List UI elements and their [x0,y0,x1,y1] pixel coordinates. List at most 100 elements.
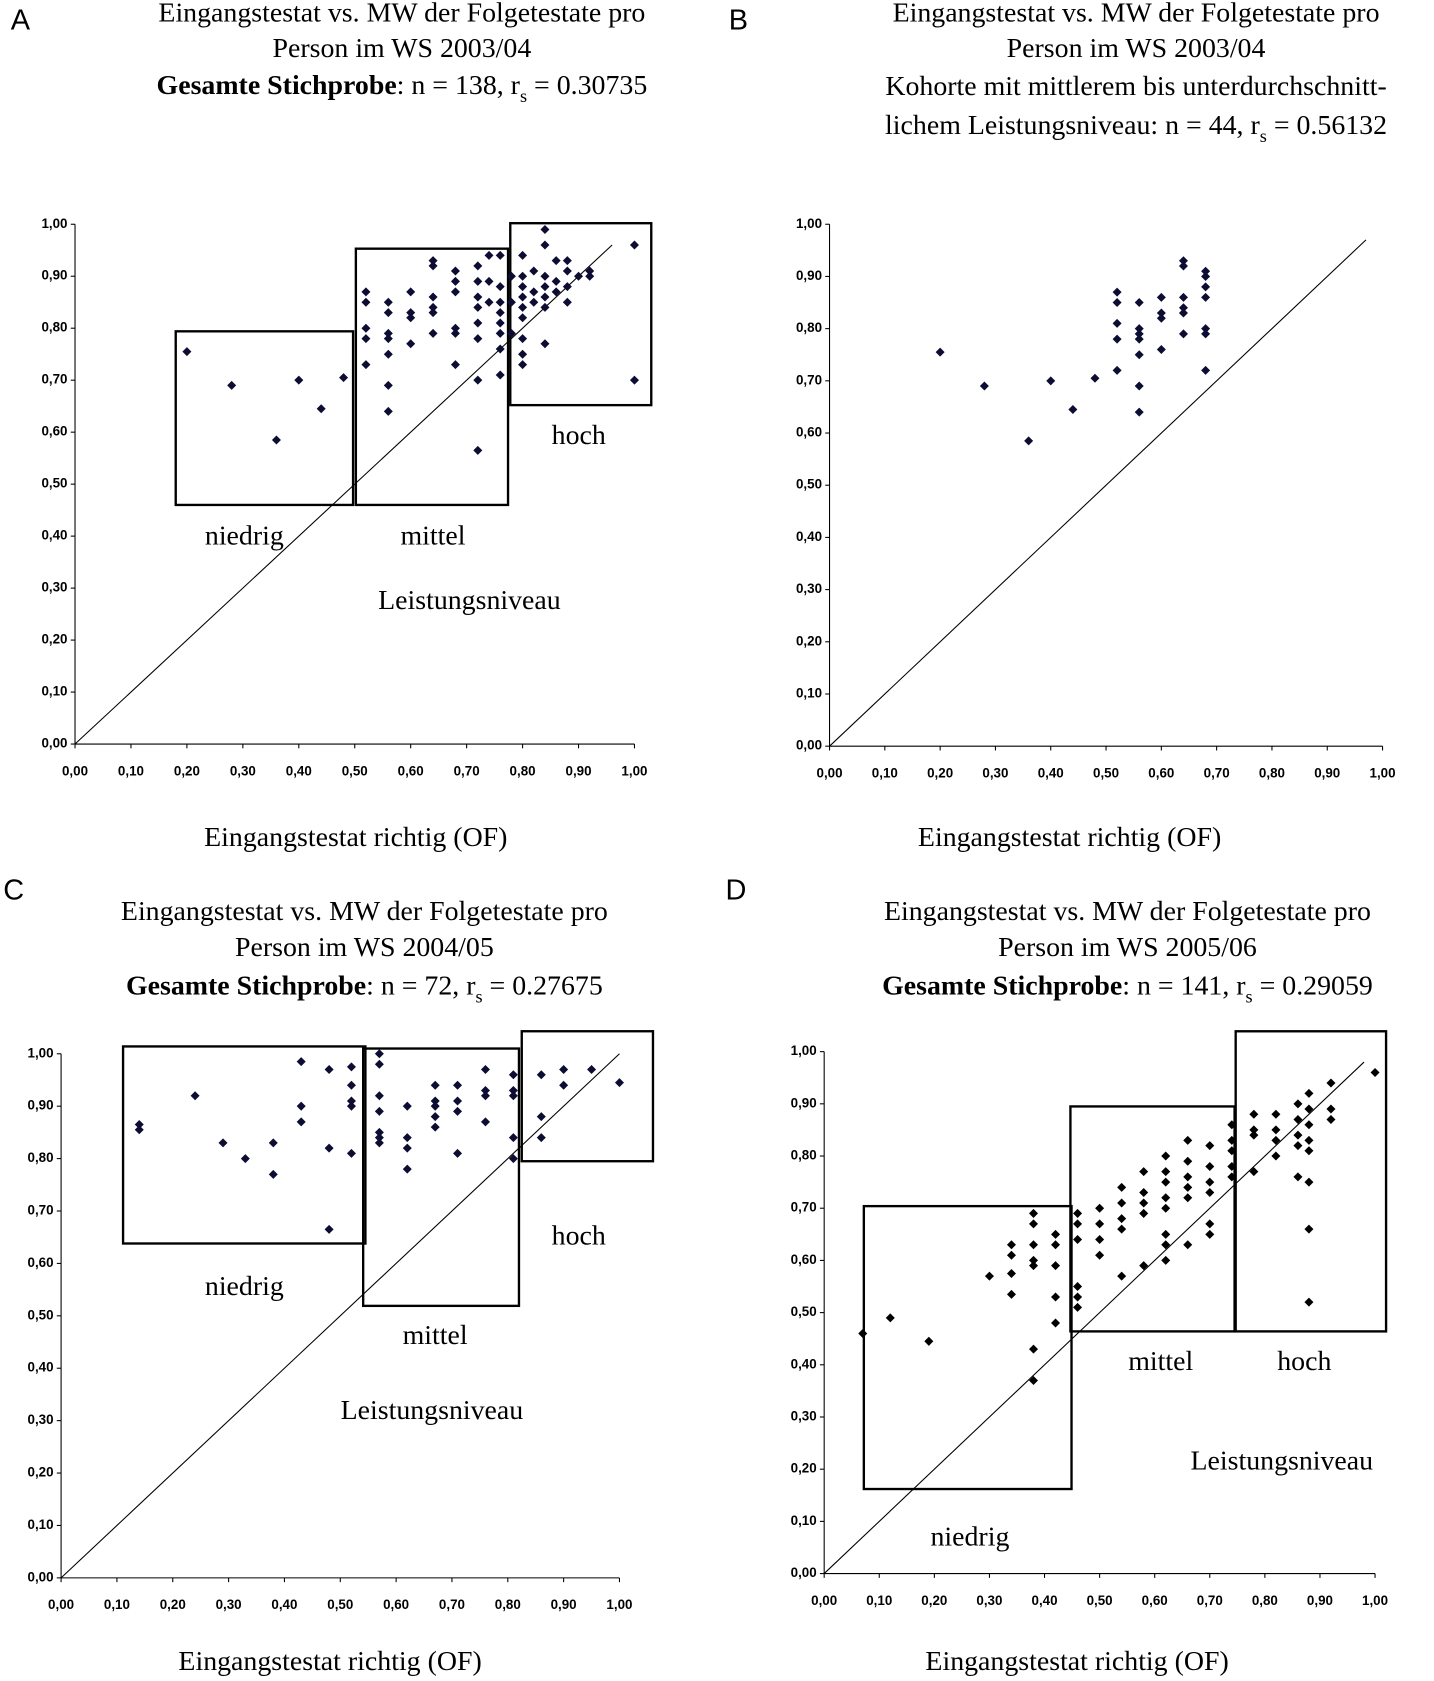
x-tick-label: 0,10 [866,1593,892,1608]
data-point [402,1143,412,1153]
data-point [495,370,505,380]
data-point [540,224,550,234]
data-point [190,1091,200,1101]
y-tick-label: 0,80 [28,1150,54,1165]
data-point [1006,1250,1016,1260]
data-point [1178,329,1188,339]
data-point [1134,334,1144,344]
y-tick-label: 1,00 [28,1045,54,1060]
y-tick-label: 1,00 [41,216,67,231]
data-point [1205,1177,1215,1187]
data-point [1304,1224,1314,1234]
data-point [240,1154,250,1164]
data-point [1249,1130,1259,1140]
data-point [406,313,416,323]
region-box [121,1045,367,1245]
data-point [1112,334,1122,344]
chart-subtitle: Gesamte Stichprobe: n = 138, rs = 0.3073… [157,71,648,107]
data-point [1117,1214,1127,1224]
data-point [473,445,483,455]
panel-letter: B [729,4,748,36]
data-point [484,276,494,286]
y-tick-label: 0,00 [41,736,67,751]
data-point [1249,1109,1259,1119]
data-point [1205,1219,1215,1229]
data-point [383,308,393,318]
data-point [406,339,416,349]
data-point [1112,318,1122,328]
data-point [1161,1151,1171,1161]
subtitle-part: s [520,86,527,106]
reference-line [60,1053,620,1579]
data-point [316,404,326,414]
data-point [506,328,516,338]
data-point [1139,1261,1149,1271]
data-point [296,1101,306,1111]
data-point [1051,1292,1061,1302]
data-point [559,1064,569,1075]
data-point [480,1117,490,1127]
data-point [1227,1172,1237,1182]
data-point [361,360,371,370]
data-point [518,302,528,312]
data-point [480,1064,490,1075]
data-point [473,292,483,302]
x-tick-label: 0,60 [383,1597,409,1612]
data-point [1326,1114,1336,1124]
data-point [402,1133,412,1143]
data-point [1161,1255,1171,1265]
data-point [473,334,483,344]
data-point [374,1127,384,1137]
data-point [428,302,438,312]
subtitle-part: = 0.29059 [1253,971,1373,1002]
data-point [1073,1235,1083,1245]
data-point [480,1091,490,1101]
data-point [536,1112,546,1122]
data-point [480,1085,490,1095]
x-tick-label: 0,10 [872,766,898,781]
data-point [402,1101,412,1111]
chart-subtitle: lichem Leistungsniveau: n = 44, rs = 0.5… [885,110,1387,146]
annotation: Leistungsniveau [341,1395,524,1426]
data-point [1090,373,1100,383]
data-point [1304,1104,1314,1114]
chart-title: Eingangstestat vs. MW der Folgetestate p… [158,0,645,29]
chart-title: Person im WS 2004/05 [235,932,494,963]
region-box [361,1047,521,1308]
data-point [453,1080,463,1090]
data-point [1161,1177,1171,1187]
data-point [1117,1198,1127,1208]
data-point [984,1271,994,1281]
data-point [1134,381,1144,391]
data-point [1227,1161,1237,1171]
data-point [1006,1268,1016,1278]
reference-line [829,239,1367,747]
data-point [1156,313,1166,323]
data-point [218,1138,228,1148]
data-point [361,297,371,307]
data-point [518,271,528,281]
data-point [1178,256,1188,266]
data-point [271,435,281,445]
data-point [1134,407,1144,417]
y-tick-label: 0,40 [791,1356,817,1371]
chart-title: Person im WS 2005/06 [998,932,1257,963]
data-point [540,292,550,302]
data-point [1068,405,1078,415]
data-point [361,287,371,297]
data-point [296,1057,306,1067]
data-point [428,292,438,302]
data-point [473,276,483,286]
data-point [495,297,505,307]
data-point [924,1336,934,1346]
subtitle-part: : n = 141, r [1122,971,1246,1002]
x-tick-label: 1,00 [1362,1593,1388,1608]
subtitle-part: : n = 72, r [366,971,476,1002]
y-tick-label: 0,60 [796,425,822,440]
data-point [495,308,505,318]
x-tick-label: 0,10 [104,1597,130,1612]
subtitle-part: Kohorte mit mittlerem bis unterdurchschn… [885,72,1386,103]
y-tick-label: 0,20 [41,632,67,647]
data-point [508,1154,518,1164]
chart-title: Person im WS 2003/04 [273,33,532,64]
